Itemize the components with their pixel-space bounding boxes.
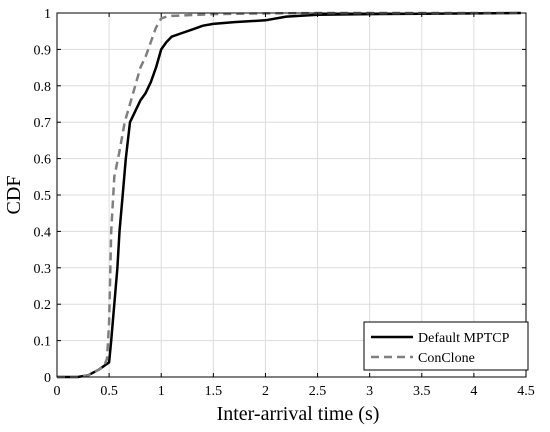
y-tick-label: 0.8	[34, 80, 52, 95]
y-tick-label: 0.9	[34, 43, 52, 58]
x-tick-label: 0	[54, 384, 61, 399]
x-axis-title: Inter-arrival time (s)	[217, 403, 380, 425]
y-tick-label: 0.1	[34, 335, 52, 350]
x-tick-label: 0.5	[100, 384, 118, 399]
x-tick-labels: 0 0.5 1 1.5 2 2.5 3 3.5 4 4.5	[54, 384, 535, 399]
y-tick-label: 0	[44, 371, 51, 386]
y-tick-label: 0.2	[34, 298, 52, 313]
y-tick-label: 0.7	[34, 116, 52, 131]
legend-label-default-mptcp: Default MPTCP	[418, 331, 510, 346]
x-tick-label: 2.5	[309, 384, 327, 399]
y-axis-title: CDF	[3, 176, 25, 215]
y-tick-label: 0.3	[34, 262, 52, 277]
x-tick-label: 1	[158, 384, 165, 399]
x-tick-label: 3.5	[413, 384, 431, 399]
legend-label-conclone: ConClone	[418, 351, 475, 366]
series-lines	[57, 11, 521, 379]
y-tick-label: 0.5	[34, 189, 52, 204]
y-tick-label: 1	[44, 7, 51, 22]
x-tick-label: 4	[470, 384, 477, 399]
x-tick-label: 3	[366, 384, 373, 399]
x-tick-label: 2	[262, 384, 269, 399]
series-line-default-mptcp	[57, 11, 521, 379]
legend: Default MPTCP ConClone	[363, 321, 529, 371]
x-tick-label: 4.5	[517, 384, 535, 399]
x-tick-label: 1.5	[205, 384, 223, 399]
y-tick-labels: 0 0.1 0.2 0.3 0.4 0.5 0.6 0.7 0.8 0.9 1	[34, 7, 52, 386]
y-tick-label: 0.4	[34, 225, 52, 240]
legend-box	[363, 321, 529, 371]
series-line-conclone	[57, 11, 521, 379]
y-tick-label: 0.6	[34, 153, 52, 168]
